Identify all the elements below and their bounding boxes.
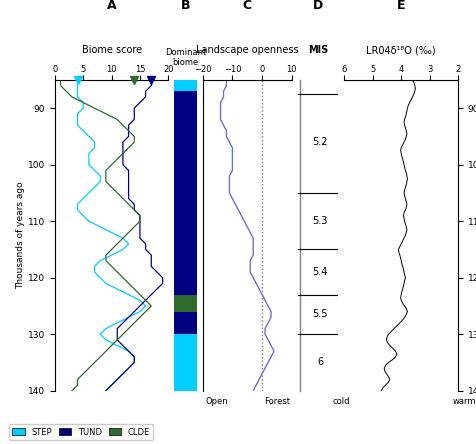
Y-axis label: Thousands of years ago: Thousands of years ago <box>16 182 25 289</box>
Text: C: C <box>242 0 251 12</box>
Text: 5.5: 5.5 <box>312 309 327 319</box>
Text: Open: Open <box>205 397 228 406</box>
Legend: STEP, TUND, CLDE: STEP, TUND, CLDE <box>9 424 153 440</box>
Text: LR04δ¹⁸O (‰): LR04δ¹⁸O (‰) <box>366 45 435 55</box>
Text: Biome score: Biome score <box>81 45 141 55</box>
Text: B: B <box>180 0 190 12</box>
Text: Forest: Forest <box>264 397 290 406</box>
Text: 6: 6 <box>317 357 323 368</box>
Text: D: D <box>312 0 323 12</box>
Text: E: E <box>396 0 405 12</box>
Text: warm: warm <box>451 397 475 406</box>
Text: cold: cold <box>332 397 349 406</box>
Bar <box>174 295 196 312</box>
Bar <box>174 91 196 295</box>
Text: A: A <box>107 0 116 12</box>
Text: MIS: MIS <box>307 45 327 55</box>
Text: 5.2: 5.2 <box>312 137 327 147</box>
Bar <box>174 80 196 91</box>
Text: Dominant
biome: Dominant biome <box>165 48 206 67</box>
Bar <box>174 334 196 391</box>
Bar <box>174 312 196 334</box>
Text: Landscape openness: Landscape openness <box>196 45 298 55</box>
Text: 5.3: 5.3 <box>312 216 327 226</box>
Text: 5.4: 5.4 <box>312 267 327 277</box>
